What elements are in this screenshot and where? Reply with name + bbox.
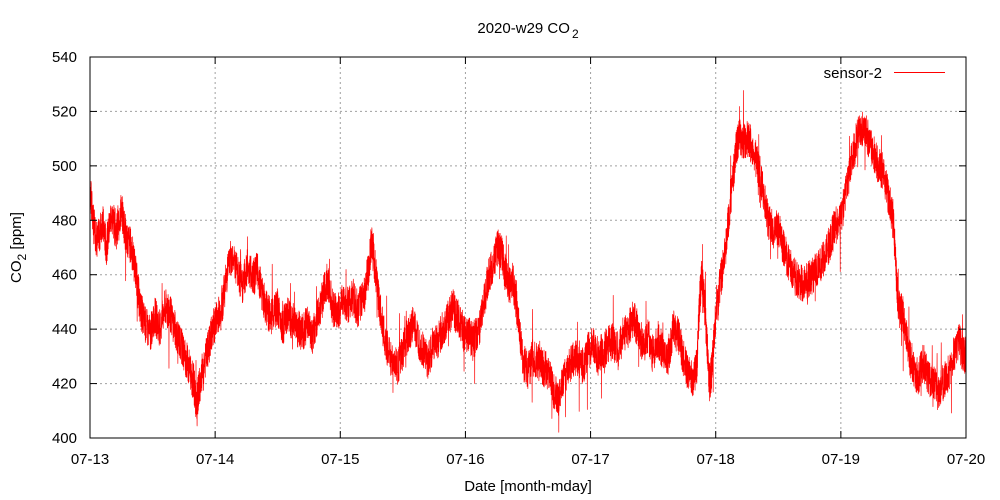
x-tick-label: 07-15 (321, 451, 359, 468)
grid-lines (90, 57, 966, 438)
x-tick-label: 07-17 (571, 451, 609, 468)
x-tick-label: 07-16 (446, 451, 484, 468)
y-tick-label: 520 (52, 103, 77, 120)
y-tick-label: 540 (52, 49, 77, 66)
y-tick-label: 440 (52, 321, 77, 338)
x-tick-label: 07-13 (71, 451, 109, 468)
legend: sensor-2 (824, 65, 945, 82)
y-tick-label: 420 (52, 376, 77, 393)
axis-ticks (89, 56, 967, 439)
y-tick-label: 500 (52, 158, 77, 175)
legend-label-sensor-2: sensor-2 (824, 65, 882, 82)
series-layer (89, 90, 967, 433)
x-axis-title: Date [month-mday] (464, 478, 592, 495)
x-tick-label: 07-14 (196, 451, 234, 468)
chart-title: 2020-w29 CO 2 (477, 20, 579, 41)
x-tick-label: 07-18 (697, 451, 735, 468)
y-tick-label: 460 (52, 267, 77, 284)
x-tick-label: 07-19 (822, 451, 860, 468)
plot-frame (89, 56, 967, 439)
y-tick-label: 480 (52, 212, 77, 229)
y-axis-title: CO2 [ppm] (8, 212, 29, 283)
x-tick-label: 07-20 (947, 451, 985, 468)
series-line-sensor-2 (89, 90, 967, 433)
tick-labels: 400 420 440 460 480 500 520 540 07-13 07-14 07-15 0… (52, 49, 985, 468)
y-tick-label: 400 (52, 430, 77, 447)
